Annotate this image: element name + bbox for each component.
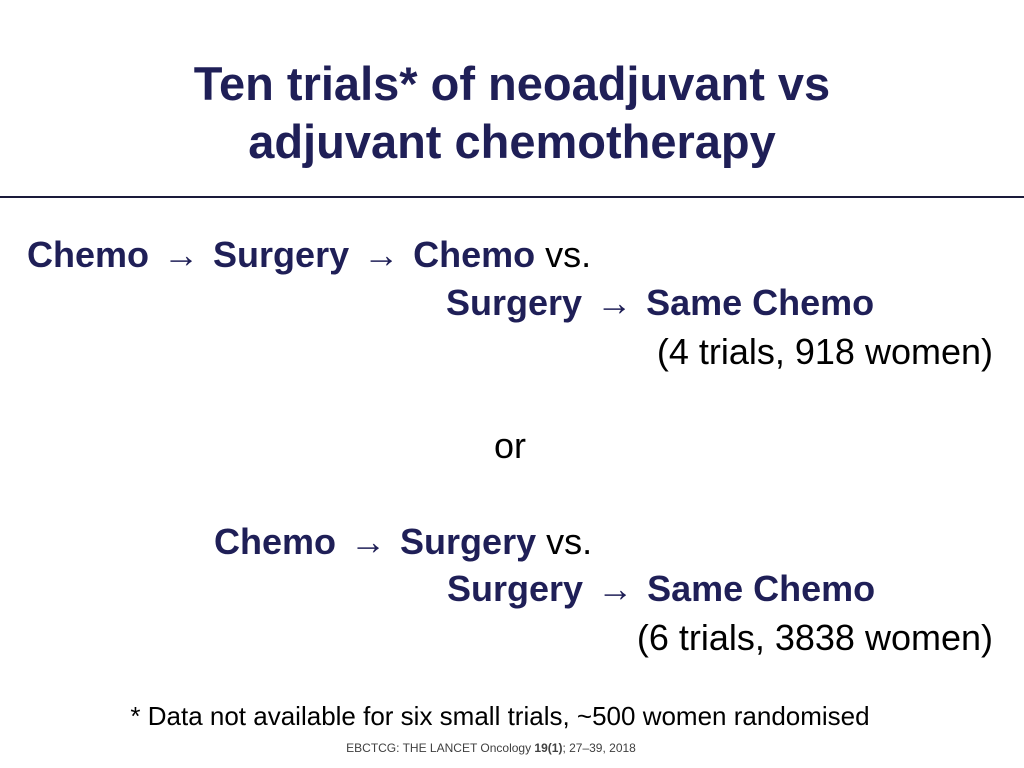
comparison-1-vs: vs. xyxy=(545,234,592,275)
comparison-2-term-chemo: Chemo xyxy=(214,521,337,562)
arrow-icon: → xyxy=(596,282,633,323)
citation-volume: 19(1) xyxy=(534,741,563,755)
comparison-2-term-surgery-first: Surgery xyxy=(447,568,584,609)
comparison-1-detail: (4 trials, 918 women) xyxy=(656,331,993,372)
title-divider xyxy=(0,196,1024,198)
comparison-1-line-1: Chemo → Surgery → Chemo vs. xyxy=(27,233,591,277)
arrow-icon: → xyxy=(163,234,200,275)
comparison-2-term-surgery: Surgery xyxy=(400,521,537,562)
comparison-1-term-chemo-2: Chemo xyxy=(413,234,536,275)
footnote: * Data not available for six small trial… xyxy=(130,701,870,731)
slide-title: Ten trials* of neoadjuvant vs adjuvant c… xyxy=(0,55,1024,171)
comparison-2-vs: vs. xyxy=(546,521,593,562)
citation-prefix: EBCTCG: THE LANCET Oncology xyxy=(346,741,535,755)
comparison-1-term-same-chemo: Same Chemo xyxy=(646,282,875,323)
arrow-icon: → xyxy=(597,568,634,609)
comparison-1-line-2: Surgery → Same Chemo xyxy=(446,281,874,325)
comparison-2-line-2: Surgery → Same Chemo xyxy=(447,567,875,611)
comparison-2-line-1: Chemo → Surgery vs. xyxy=(214,520,592,564)
comparison-2-detail: (6 trials, 3838 women) xyxy=(636,617,993,658)
arrow-icon: → xyxy=(363,234,400,275)
slide-title-line-1: Ten trials* of neoadjuvant vs xyxy=(193,57,831,110)
slide-title-line-2: adjuvant chemotherapy xyxy=(248,115,776,168)
arrow-icon: → xyxy=(350,521,387,562)
separator-or: or xyxy=(493,425,526,466)
comparison-1-term-chemo-1: Chemo xyxy=(27,234,150,275)
comparison-2-term-same-chemo: Same Chemo xyxy=(647,568,876,609)
comparison-1-term-surgery: Surgery xyxy=(213,234,350,275)
citation: EBCTCG: THE LANCET Oncology 19(1); 27–39… xyxy=(0,740,982,756)
citation-suffix: ; 27–39, 2018 xyxy=(562,741,636,755)
comparison-1-term-surgery-first: Surgery xyxy=(446,282,583,323)
